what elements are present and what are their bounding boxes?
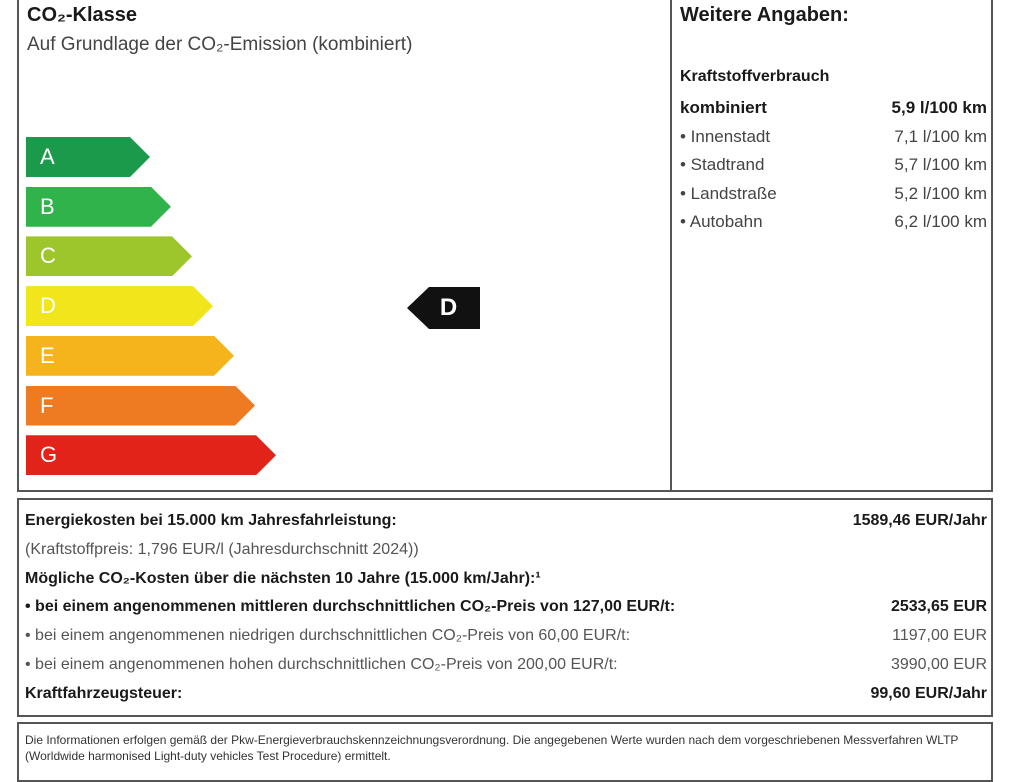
cost-label: Kraftfahrzeugsteuer: [25, 684, 183, 702]
cost-label: Energiekosten bei 15.000 km Jahresfahrle… [25, 512, 397, 529]
cost-row: Energiekosten bei 15.000 km Jahresfahrle… [25, 512, 987, 530]
consumption-label: • Innenstadt [680, 126, 771, 146]
co2-class-subtitle: Auf Grundlage der CO₂-Emission (kombinie… [27, 34, 413, 55]
cost-label: Mögliche CO₂-Kosten über die nächsten 10… [25, 569, 541, 587]
co2-class-bar-e: E [26, 336, 234, 376]
consumption-label: • Autobahn [680, 212, 763, 231]
cost-value: 99,60 EUR/Jahr [870, 684, 987, 702]
co2-class-bar-f: F [26, 386, 255, 426]
consumption-row: • Stadtrand 5,7 l/100 km [680, 155, 987, 175]
cost-value: 3990,00 EUR [890, 656, 987, 673]
cost-row: Mögliche CO₂-Kosten über die nächsten 10… [25, 570, 987, 588]
consumption-label: kombiniert [680, 98, 767, 117]
consumption-row: kombiniert 5,9 l/100 km [680, 98, 987, 118]
consumption-row: • Autobahn 6,2 l/100 km [680, 212, 987, 232]
cost-value: 2533,65 EUR [890, 598, 987, 616]
consumption-label: • Stadtrand [680, 155, 765, 174]
co2-class-bar-d: D [26, 286, 213, 326]
cost-label: • bei einem angenommenen niedrigen durch… [25, 627, 631, 645]
consumption-value: 5,7 l/100 km [894, 155, 987, 174]
cost-row: • bei einem angenommenen mittleren durch… [25, 598, 987, 616]
costs-panel: Energiekosten bei 15.000 km Jahresfahrle… [17, 498, 993, 717]
cost-label: • bei einem angenommenen mittleren durch… [25, 598, 676, 616]
cost-value: 1197,00 EUR [892, 627, 987, 645]
cost-row: Kraftfahrzeugsteuer: 99,60 EUR/Jahr [25, 685, 987, 703]
cost-row: (Kraftstoffpreis: 1,796 EUR/l (Jahresdur… [25, 541, 987, 559]
co2-class-panel: CO₂-Klasse Auf Grundlage der CO₂-Emissio… [17, 0, 672, 492]
footer-note: Die Informationen erfolgen gemäß der Pkw… [17, 722, 993, 782]
cost-label: (Kraftstoffpreis: 1,796 EUR/l (Jahresdur… [25, 540, 419, 558]
co2-class-bar-b: B [26, 187, 171, 227]
current-class-indicator: D [407, 287, 480, 329]
cost-label: • bei einem angenommenen hohen durchschn… [25, 656, 618, 673]
co2-class-bar-a: A [26, 137, 150, 177]
further-info-title: Weitere Angaben: [680, 4, 849, 26]
consumption-value: 5,9 l/100 km [891, 98, 987, 117]
further-info-panel: Weitere Angaben: Kraftstoffverbrauch kom… [670, 0, 993, 492]
co2-class-bar-g: G [26, 435, 276, 475]
consumption-label: • Landstraße [680, 183, 777, 203]
footer-text: Die Informationen erfolgen gemäß der Pkw… [25, 733, 959, 763]
co2-class-bar-c: C [26, 236, 192, 276]
cost-row: • bei einem angenommenen niedrigen durch… [25, 627, 987, 645]
consumption-row: • Landstraße 5,2 l/100 km [680, 184, 987, 204]
consumption-value: 7,1 l/100 km [894, 126, 987, 146]
consumption-row: • Innenstadt 7,1 l/100 km [680, 127, 987, 147]
co2-class-title: CO₂-Klasse [27, 4, 138, 26]
cost-value: 1589,46 EUR/Jahr [852, 512, 987, 529]
cost-row: • bei einem angenommenen hohen durchschn… [25, 656, 987, 674]
fuel-consumption-heading: Kraftstoffverbrauch [680, 68, 830, 85]
consumption-value: 5,2 l/100 km [894, 183, 987, 203]
consumption-value: 6,2 l/100 km [894, 212, 987, 231]
